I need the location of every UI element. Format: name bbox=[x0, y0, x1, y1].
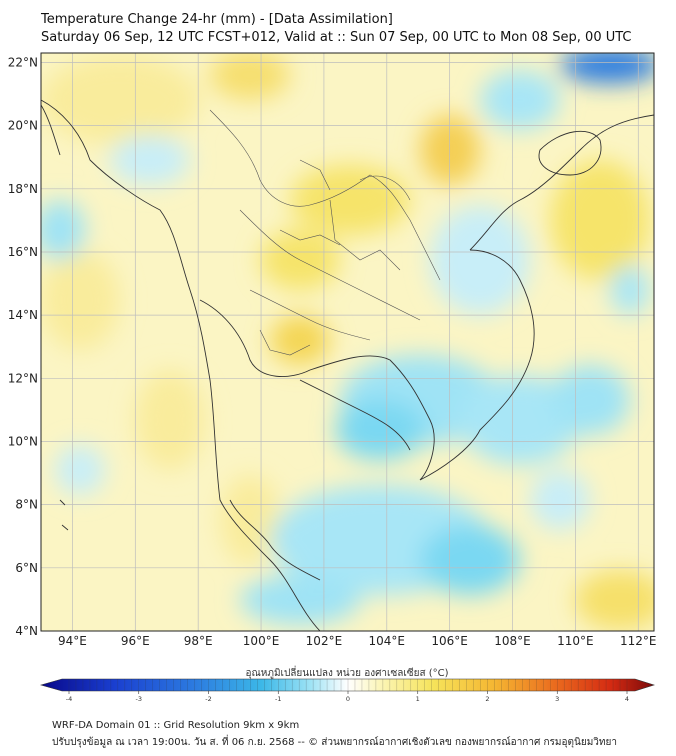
lat-tick-label: 8°N bbox=[15, 498, 38, 512]
colorbar-tick-label: -4 bbox=[66, 695, 72, 703]
footer-resolution: WRF-DA Domain 01 :: Grid Resolution 9km … bbox=[52, 720, 300, 731]
lon-tick-label: 100°E bbox=[243, 634, 280, 648]
colorbar-tick-label: -1 bbox=[275, 695, 281, 703]
lon-tick-label: 94°E bbox=[58, 634, 87, 648]
lat-tick-label: 12°N bbox=[8, 371, 38, 385]
longitude-labels: 94°E 96°E 98°E 100°E 102°E 104°E 106°E 108°E 110… bbox=[58, 634, 657, 648]
colorbar-tick-label: -3 bbox=[136, 695, 142, 703]
lon-tick-label: 104°E bbox=[369, 634, 406, 648]
lat-tick-label: 4°N bbox=[15, 624, 38, 638]
map-frame bbox=[40, 52, 655, 632]
gridlines bbox=[41, 53, 654, 631]
lat-tick-label: 22°N bbox=[8, 55, 38, 69]
lat-tick-label: 20°N bbox=[8, 119, 38, 133]
colorbar bbox=[39, 678, 655, 692]
colorbar-tick-label: 0 bbox=[346, 695, 350, 703]
lat-tick-label: 16°N bbox=[8, 245, 38, 259]
map-subtitle: Saturday 06 Sep, 12 UTC FCST+012, Valid … bbox=[41, 30, 632, 45]
coastlines bbox=[41, 99, 654, 631]
lon-tick-label: 106°E bbox=[431, 634, 468, 648]
colorbar-tick-label: -2 bbox=[205, 695, 211, 703]
admin-borders bbox=[209, 109, 441, 356]
lat-tick-label: 14°N bbox=[8, 308, 38, 322]
lon-tick-label: 108°E bbox=[494, 634, 531, 648]
lat-tick-label: 10°N bbox=[8, 434, 38, 448]
lon-tick-label: 98°E bbox=[184, 634, 213, 648]
map-title: Temperature Change 24-hr (mm) - [Data As… bbox=[41, 12, 393, 27]
colorbar-ticks: -4 -3 -2 -1 0 1 2 3 4 bbox=[66, 691, 629, 703]
latitude-labels: 22°N 20°N 18°N 16°N 14°N 12°N 10°N 8°N 6°N 4°N bbox=[8, 55, 38, 638]
temperature-field bbox=[41, 53, 654, 631]
lat-tick-label: 18°N bbox=[8, 182, 38, 196]
lon-tick-label: 112°E bbox=[620, 634, 657, 648]
colorbar-tick-label: 4 bbox=[625, 695, 629, 703]
colorbar-tick-label: 1 bbox=[416, 695, 420, 703]
lon-tick-label: 110°E bbox=[557, 634, 594, 648]
colorbar-tick-label: 3 bbox=[555, 695, 559, 703]
lon-tick-label: 96°E bbox=[121, 634, 150, 648]
lat-tick-label: 6°N bbox=[15, 561, 38, 575]
colorbar-minor-ticks bbox=[68, 679, 628, 691]
footer-credit: ปรับปรุงข้อมูล ณ เวลา 19:00น. วัน ส. ที่… bbox=[52, 737, 617, 748]
colorbar-tick-label: 2 bbox=[485, 695, 489, 703]
lon-tick-label: 102°E bbox=[306, 634, 343, 648]
colorbar-label: อุณหภูมิเปลี่ยนแปลง หน่วย องศาเซลเซียส (… bbox=[245, 665, 448, 679]
